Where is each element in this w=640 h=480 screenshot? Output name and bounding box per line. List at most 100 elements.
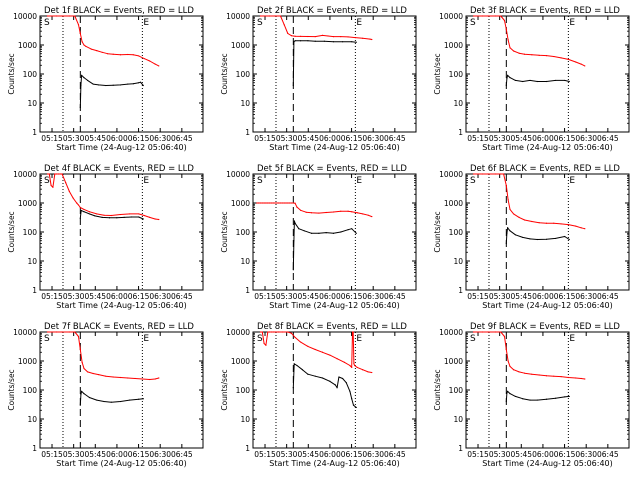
data-point-lld	[371, 371, 373, 374]
data-point-lld	[290, 202, 293, 204]
data-point-lld	[278, 331, 280, 333]
data-point-lld	[261, 331, 263, 333]
data-point-lld	[263, 342, 265, 345]
y-tick-label: 10	[453, 257, 463, 266]
data-point-lld	[149, 378, 151, 381]
data-point-lld	[494, 331, 496, 333]
x-tick-label: 06:30	[149, 450, 171, 459]
data-point-lld	[272, 331, 274, 333]
data-point-lld	[494, 15, 496, 17]
data-point-lld	[149, 60, 151, 62]
data-point-lld	[353, 363, 355, 365]
panel-det-8: Det 8f BLACK = Events, RED = LLD 1 10 100 10…	[220, 322, 417, 468]
data-point-lld	[52, 186, 54, 188]
data-point-lld	[553, 375, 555, 377]
data-point-lld	[158, 377, 160, 379]
data-point-lld	[575, 377, 577, 379]
data-point-events	[80, 84, 82, 87]
data-point-lld	[347, 210, 349, 212]
data-point-lld	[119, 213, 122, 216]
data-point-events	[506, 392, 508, 394]
data-point-lld	[343, 361, 346, 363]
end-marker: E	[356, 176, 362, 186]
data-point-lld	[296, 206, 298, 208]
data-point-lld	[584, 65, 586, 67]
data-point-events	[545, 398, 548, 400]
y-tick-label: 1000	[231, 199, 250, 208]
data-point-lld	[83, 44, 85, 46]
data-point-lld	[584, 228, 586, 230]
data-point-lld	[356, 366, 358, 369]
y-tick-label: 100	[449, 70, 464, 79]
data-point-events	[529, 399, 531, 401]
data-point-events	[554, 79, 557, 82]
data-point-lld	[292, 202, 294, 204]
data-point-lld	[46, 331, 49, 333]
data-point-lld	[83, 208, 85, 211]
data-point-lld	[65, 182, 67, 184]
x-tick-label: 06:15	[128, 450, 150, 459]
x-tick-label: 05:30	[489, 134, 511, 143]
y-axis-label: Counts/sec	[433, 53, 442, 94]
data-point-lld	[531, 54, 533, 56]
panel-title: Det 5f BLACK = Events, RED = LLD	[257, 164, 407, 174]
end-marker: E	[143, 18, 149, 28]
data-point-lld	[59, 173, 61, 175]
x-tick-label: 05:30	[489, 450, 511, 459]
y-tick-label: 1	[32, 286, 37, 295]
data-point-events	[332, 232, 335, 234]
plot-frame	[252, 173, 417, 291]
data-point-lld	[55, 15, 58, 17]
data-point-events	[79, 404, 81, 406]
data-point-lld	[307, 345, 309, 347]
data-point-events	[301, 369, 304, 371]
y-tick-label: 1000	[231, 357, 250, 366]
data-point-lld	[287, 32, 289, 35]
data-point-lld	[553, 55, 555, 58]
data-point-lld	[523, 219, 526, 221]
data-point-events	[292, 387, 294, 389]
data-point-lld	[289, 202, 291, 204]
data-point-lld	[101, 51, 103, 53]
y-tick-label: 10	[27, 99, 37, 108]
data-point-lld	[48, 173, 50, 175]
y-tick-label: 10000	[439, 12, 463, 21]
data-point-lld	[87, 371, 89, 373]
data-point-events	[119, 400, 122, 403]
panel-title: Det 8f BLACK = Events, RED = LLD	[257, 322, 407, 332]
data-point-events	[536, 80, 538, 83]
data-point-lld	[138, 213, 140, 215]
data-point-lld	[68, 15, 70, 17]
data-point-events	[507, 227, 509, 229]
data-point-lld	[57, 173, 60, 175]
x-axis-label: Start Time (24-Aug-12 05:06:40)	[269, 143, 400, 152]
data-point-events	[568, 238, 570, 241]
data-point-lld	[68, 190, 70, 193]
data-point-lld	[278, 202, 280, 204]
data-point-lld	[272, 202, 274, 204]
y-tick-label: 10000	[226, 170, 250, 179]
data-point-events	[83, 211, 85, 213]
data-point-events	[142, 218, 144, 220]
data-point-lld	[138, 55, 140, 57]
data-point-lld	[509, 365, 511, 368]
data-point-lld	[119, 376, 122, 379]
x-axis-label: Start Time (24-Aug-12 05:06:40)	[482, 143, 613, 152]
data-point-events	[293, 363, 295, 365]
x-tick-label: 05:15	[467, 292, 489, 301]
data-point-lld	[50, 184, 52, 187]
x-tick-label: 06:15	[128, 134, 150, 143]
x-tick-label: 06:30	[362, 134, 384, 143]
y-tick-label: 1000	[18, 357, 37, 366]
x-tick-label: 05:30	[63, 450, 85, 459]
data-point-events	[545, 80, 548, 83]
data-point-lld	[354, 364, 356, 367]
data-point-lld	[332, 211, 335, 213]
data-point-lld	[285, 202, 287, 204]
data-point-lld	[472, 15, 475, 17]
data-point-lld	[513, 50, 515, 52]
x-tick-label: 06:30	[149, 134, 171, 143]
end-marker: E	[356, 18, 362, 28]
x-axis-label: Start Time (24-Aug-12 05:06:40)	[269, 301, 400, 310]
start-marker: S	[257, 334, 263, 344]
